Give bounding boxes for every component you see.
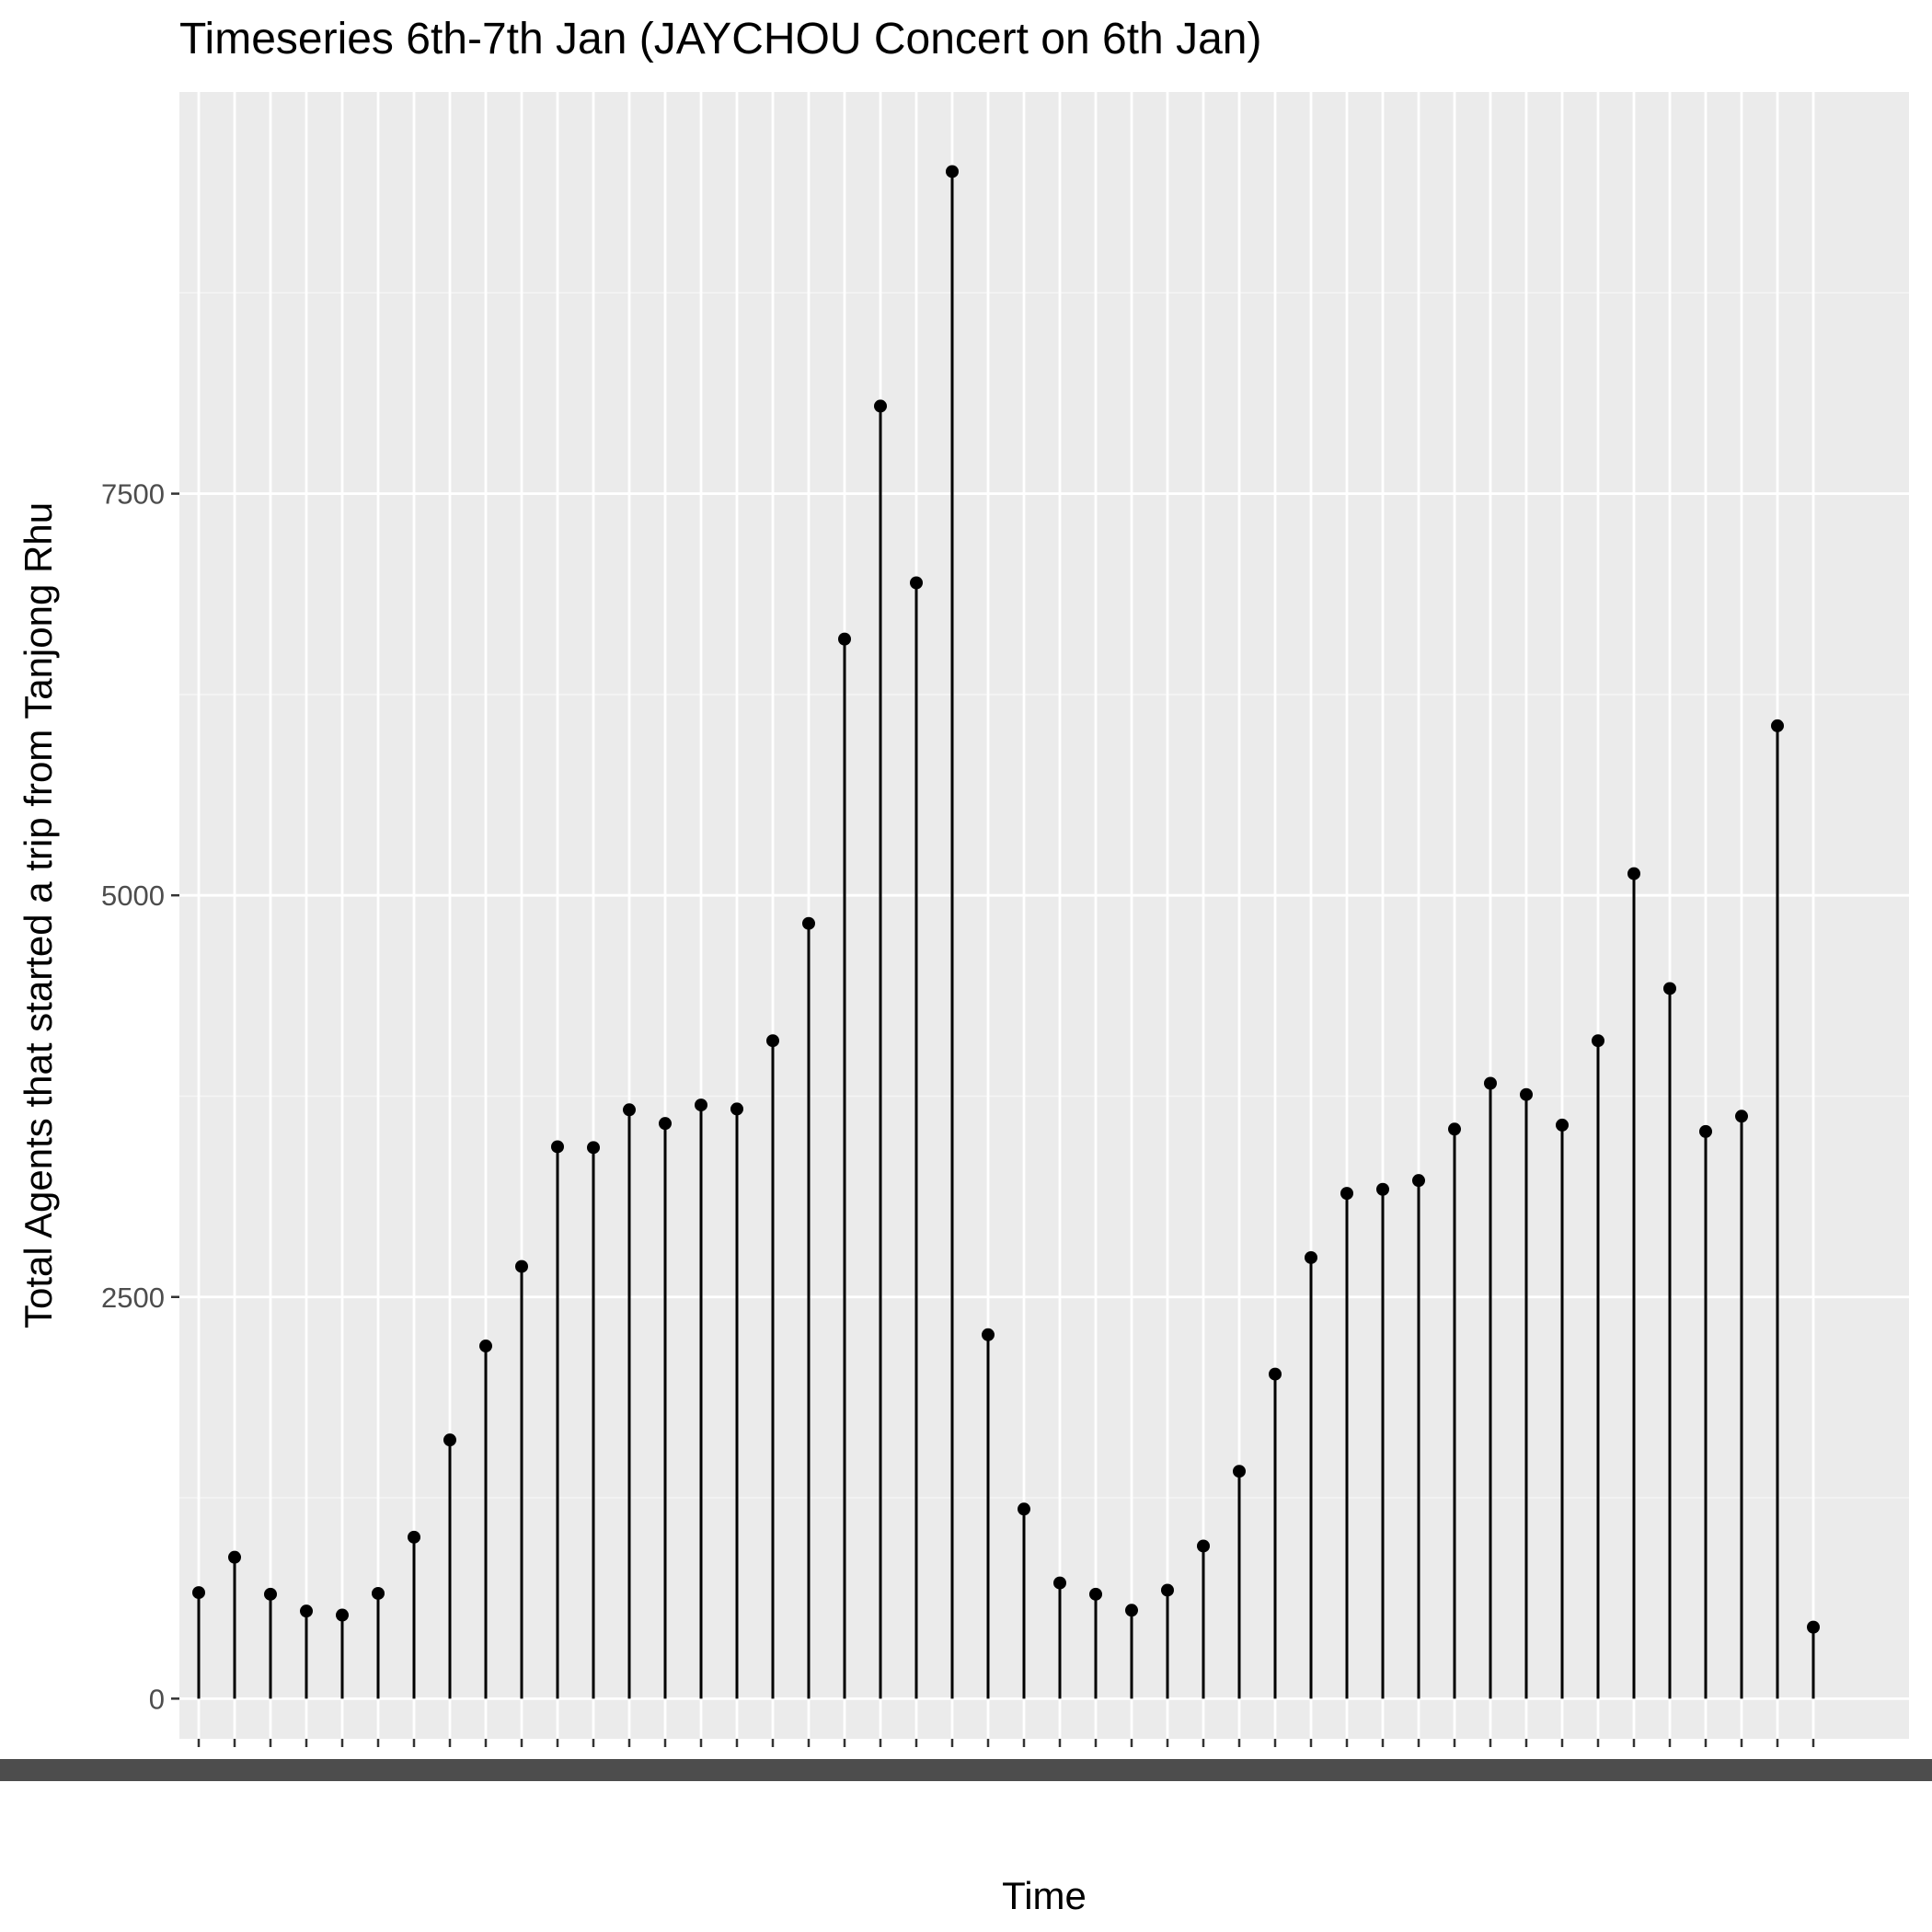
data-point: [946, 165, 959, 178]
data-point: [264, 1587, 277, 1601]
data-point: [1807, 1620, 1820, 1634]
chart-title: Timeseries 6th-7th Jan (JAYCHOU Concert …: [179, 15, 1261, 63]
data-point: [623, 1103, 636, 1117]
data-point: [515, 1259, 528, 1273]
plot-panel: [179, 92, 1909, 1739]
data-point: [300, 1604, 313, 1618]
data-marks: [192, 165, 1820, 1699]
y-tick-label: 2500: [101, 1282, 165, 1314]
data-point: [1771, 719, 1784, 732]
data-point: [408, 1530, 420, 1544]
y-axis-title: Total Agents that started a trip from Ta…: [17, 502, 60, 1328]
data-point: [1053, 1576, 1066, 1590]
data-point: [659, 1117, 672, 1131]
x-axis: [0, 1739, 1932, 1781]
y-tick-label: 5000: [101, 880, 165, 912]
y-axis: 0 2500 5000 7500: [101, 478, 179, 1715]
y-tick-label: 0: [149, 1683, 165, 1715]
data-point: [874, 399, 887, 413]
data-point: [1627, 867, 1640, 880]
data-point: [1340, 1187, 1353, 1201]
data-point: [766, 1034, 779, 1048]
data-point: [551, 1140, 564, 1154]
data-point: [1412, 1174, 1425, 1188]
data-point: [1735, 1110, 1748, 1123]
data-point: [1269, 1367, 1282, 1381]
data-point: [1520, 1087, 1533, 1101]
data-point: [1305, 1250, 1317, 1264]
data-point: [910, 576, 923, 590]
data-point: [1592, 1034, 1604, 1048]
data-point: [192, 1586, 205, 1600]
data-point: [228, 1550, 241, 1564]
data-point: [1018, 1502, 1030, 1516]
data-point: [982, 1328, 995, 1341]
data-point: [730, 1102, 743, 1116]
data-point: [587, 1141, 600, 1155]
data-point: [443, 1433, 456, 1447]
data-point: [1663, 982, 1676, 995]
data-point: [802, 916, 815, 930]
x-tick-labels-overlap: [0, 1759, 1932, 1781]
data-point: [1197, 1539, 1210, 1553]
y-tick-label: 7500: [101, 478, 165, 511]
data-point: [1125, 1604, 1138, 1617]
data-point: [1484, 1076, 1497, 1090]
data-point: [1699, 1124, 1712, 1138]
data-point: [1556, 1118, 1569, 1132]
data-point: [1233, 1465, 1246, 1478]
data-point: [336, 1608, 349, 1622]
data-point: [695, 1098, 707, 1112]
data-point: [1376, 1182, 1389, 1196]
data-point: [1089, 1587, 1102, 1601]
data-point: [1448, 1122, 1461, 1136]
data-point: [1161, 1583, 1174, 1597]
data-point: [838, 632, 851, 646]
x-axis-title: Time: [1002, 1874, 1087, 1917]
data-point: [479, 1340, 492, 1353]
data-point: [372, 1586, 385, 1600]
